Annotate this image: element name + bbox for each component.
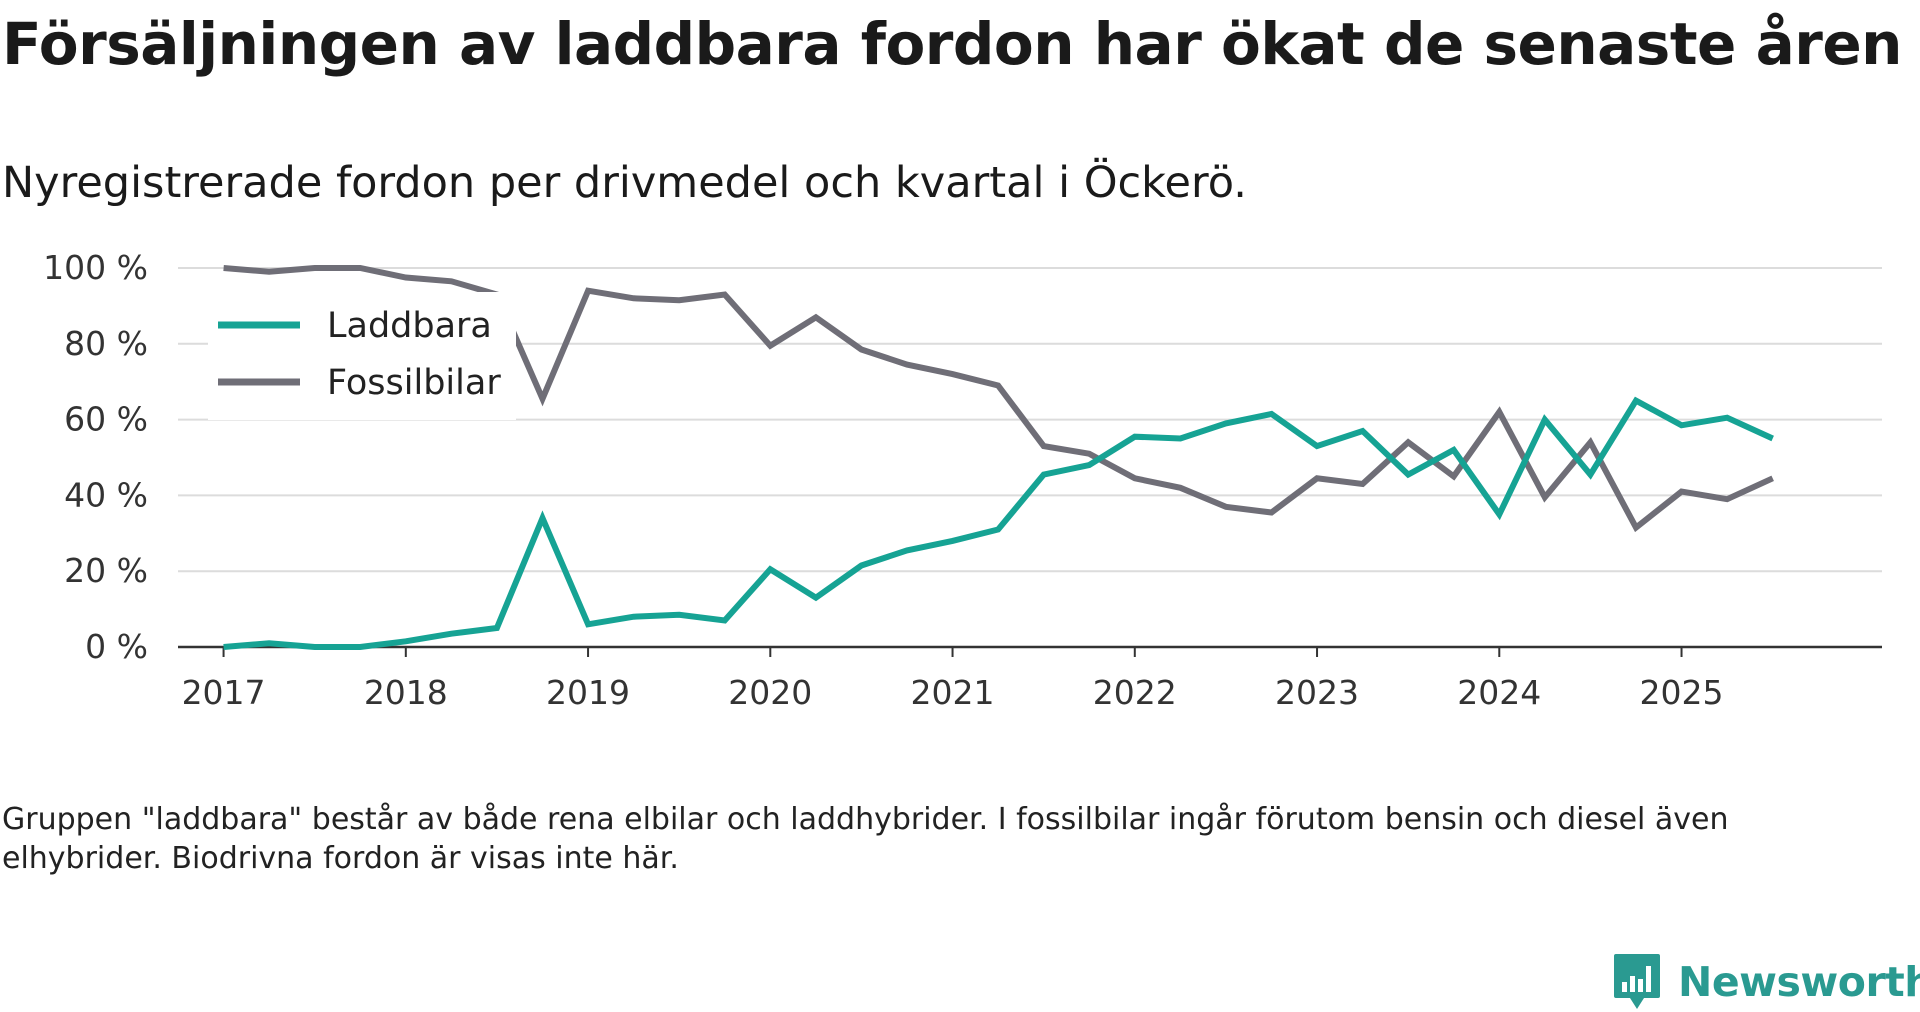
legend-label-laddbara: Laddbara xyxy=(327,306,492,346)
footnote: Gruppen "laddbara" består av både rena e… xyxy=(2,802,1729,876)
brand-logo: Newsworthy xyxy=(1612,952,1920,1012)
x-tick-label: 2024 xyxy=(1457,673,1541,712)
legend: Laddbara Fossilbilar xyxy=(208,292,516,420)
series-line-fossilbilar xyxy=(223,265,1774,533)
brand-name: Newsworthy xyxy=(1678,958,1920,1006)
y-tick-label: 20 % xyxy=(64,551,148,590)
y-tick-label: 80 % xyxy=(64,324,148,363)
x-axis: 2017 2018 2019 2020 2021 2022 2023 2024 2025 xyxy=(178,645,1882,712)
chart-subtitle: Nyregistrerade fordon per drivmedel och … xyxy=(2,158,1247,208)
x-tick-label: 2021 xyxy=(911,673,995,712)
y-axis: 0 % 20 % 40 % 60 % 80 % 100 % xyxy=(43,248,148,666)
y-tick-label: 40 % xyxy=(64,475,148,514)
newsworthy-logo-icon xyxy=(1614,954,1660,1009)
x-tick-label: 2017 xyxy=(182,673,266,712)
x-tick-label: 2020 xyxy=(728,673,812,712)
x-tick-label: 2019 xyxy=(546,673,630,712)
x-tick-label: 2022 xyxy=(1093,673,1177,712)
y-tick-label: 60 % xyxy=(64,400,148,439)
series-lines xyxy=(223,265,1774,650)
x-tick-label: 2025 xyxy=(1640,673,1724,712)
y-tick-label: 100 % xyxy=(43,248,148,287)
series-line-laddbara xyxy=(223,396,1774,650)
legend-label-fossilbilar: Fossilbilar xyxy=(327,363,501,403)
x-tick-label: 2023 xyxy=(1275,673,1359,712)
line-chart: 0 % 20 % 40 % 60 % 80 % 100 % 2017 2018 2019 202… xyxy=(43,248,1882,712)
legend-background xyxy=(208,292,516,420)
chart-title: Försäljningen av laddbara fordon har öka… xyxy=(2,10,1902,78)
y-tick-label: 0 % xyxy=(85,627,148,666)
x-tick-label: 2018 xyxy=(364,673,448,712)
